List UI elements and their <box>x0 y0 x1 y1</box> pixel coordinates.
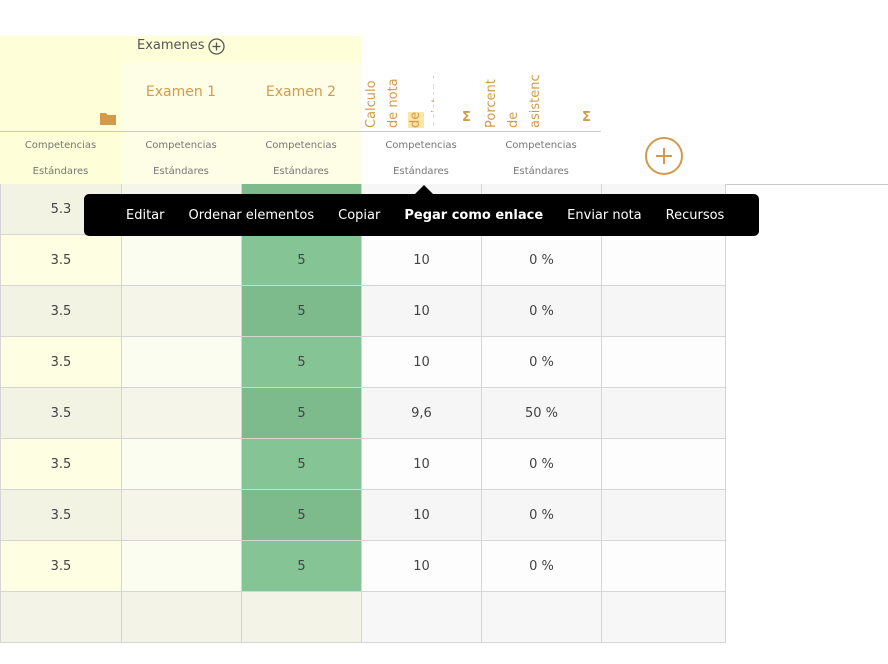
grade-cell-examen-1[interactable] <box>121 490 241 541</box>
competencias-label[interactable]: Competencias <box>385 140 457 151</box>
grade-cell-calculo-asistencia[interactable]: 9,6 <box>361 388 481 439</box>
grade-cell-calculo-asistencia[interactable]: 10 <box>361 286 481 337</box>
competencias-label[interactable]: Competencias <box>145 140 217 151</box>
column-header-calculo-asistencia[interactable]: Calculo de nota de asistenc <box>364 66 434 128</box>
grade-cell-examen-2[interactable]: 5 <box>241 286 361 337</box>
grade-cell-examen-1[interactable] <box>121 337 241 388</box>
menu-item-editar[interactable]: Editar <box>126 207 165 223</box>
grade-cell-calculo-asistencia[interactable]: 10 <box>361 337 481 388</box>
sigma-icon[interactable]: Σ <box>462 110 471 125</box>
vertical-label-line: de nota <box>386 78 401 128</box>
footer-cell[interactable] <box>481 592 601 643</box>
grade-cell-empty[interactable] <box>601 235 726 286</box>
grade-cell-porcentaje-asistencia[interactable]: 50 % <box>481 388 601 439</box>
grade-cell-examen-1[interactable] <box>121 235 241 286</box>
grade-cell-porcentaje-asistencia[interactable]: 0 % <box>481 490 601 541</box>
table-row: 3.5 5 10 0 % <box>0 541 726 592</box>
add-column-button[interactable] <box>645 137 683 175</box>
table-row: 3.5 5 10 0 % <box>0 235 726 286</box>
vertical-label-line: Calculo <box>364 80 379 128</box>
menu-item-pegar-como-enlace[interactable]: Pegar como enlace <box>404 207 544 223</box>
menu-item-enviar-nota[interactable]: Enviar nota <box>567 207 642 223</box>
grade-cell-porcentaje-asistencia[interactable]: 0 % <box>481 235 601 286</box>
menu-item-recursos[interactable]: Recursos <box>665 207 725 223</box>
vertical-label-line: asistenc <box>528 74 543 128</box>
grade-cell-examen-2[interactable]: 5 <box>241 235 361 286</box>
grade-cell-empty[interactable] <box>601 439 726 490</box>
grade-cell-examen-2[interactable]: 5 <box>241 388 361 439</box>
subheader-student <box>0 132 121 184</box>
footer-cell[interactable] <box>121 592 241 643</box>
table-row: 3.5 5 10 0 % <box>0 337 726 388</box>
table-row: 3.5 5 10 0 % <box>0 286 726 337</box>
menu-item-copiar[interactable]: Copiar <box>338 207 381 223</box>
grade-cell-examen-1[interactable] <box>121 388 241 439</box>
context-menu: Editar Ordenar elementos Copiar Pegar co… <box>84 185 759 236</box>
grade-cell-examen-2[interactable]: 5 <box>241 439 361 490</box>
grade-cell-calculo-asistencia[interactable]: 10 <box>361 235 481 286</box>
competencias-label[interactable]: Competencias <box>265 140 337 151</box>
sigma-icon[interactable]: Σ <box>582 110 591 125</box>
grade-cell-empty[interactable] <box>601 337 726 388</box>
vertical-label-line: de <box>408 111 424 128</box>
column-header-examen-2[interactable]: Examen 2 <box>265 84 337 100</box>
grade-cell-empty[interactable] <box>601 388 726 439</box>
header-divider <box>0 131 601 132</box>
grade-cell-final[interactable]: 3.5 <box>0 235 121 286</box>
vertical-label-line: de <box>506 111 521 128</box>
grade-cell-examen-2[interactable]: 5 <box>241 490 361 541</box>
column-header-examen-1[interactable]: Examen 1 <box>145 84 217 100</box>
column-header-porcentaje-asistencia[interactable]: Porcent de asistenc <box>484 66 544 128</box>
exam-group-band <box>0 36 361 62</box>
competencias-label[interactable]: Competencias <box>505 140 577 151</box>
footer-cell[interactable] <box>0 592 121 643</box>
menu-item-ordenar-elementos[interactable]: Ordenar elementos <box>188 207 315 223</box>
estandares-label[interactable]: Estándares <box>153 166 209 177</box>
grade-cell-examen-2[interactable]: 5 <box>241 337 361 388</box>
header-exams-area <box>121 62 361 132</box>
table-footer-row <box>0 592 726 643</box>
grade-cell-porcentaje-asistencia[interactable]: 0 % <box>481 286 601 337</box>
estandares-label[interactable]: Estándares <box>273 166 329 177</box>
footer-cell[interactable] <box>601 592 726 643</box>
folder-icon[interactable] <box>100 112 116 125</box>
grade-cell-calculo-asistencia[interactable]: 10 <box>361 490 481 541</box>
plus-circle-icon[interactable] <box>208 38 225 55</box>
table-row: 3.5 5 10 0 % <box>0 439 726 490</box>
table-row: 3.5 5 9,6 50 % <box>0 388 726 439</box>
grades-grid: 5.3 3.5 5 10 0 % 3.5 5 10 0 % 3.5 5 10 0 % 3.5 5 9,6 50 … <box>0 184 726 643</box>
grade-cell-final[interactable]: 3.5 <box>0 439 121 490</box>
grade-cell-empty[interactable] <box>601 286 726 337</box>
estandares-label[interactable]: Estándares <box>32 166 89 177</box>
subheader-exams <box>121 132 361 184</box>
grade-cell-final[interactable]: 3.5 <box>0 541 121 592</box>
grade-cell-final[interactable]: 3.5 <box>0 286 121 337</box>
grade-cell-final[interactable]: 3.5 <box>0 337 121 388</box>
grade-cell-porcentaje-asistencia[interactable]: 0 % <box>481 541 601 592</box>
grade-cell-examen-1[interactable] <box>121 286 241 337</box>
grade-cell-empty[interactable] <box>601 541 726 592</box>
grade-cell-final[interactable]: 3.5 <box>0 388 121 439</box>
vertical-label-line: Porcent <box>484 79 499 128</box>
grade-cell-porcentaje-asistencia[interactable]: 0 % <box>481 439 601 490</box>
grade-cell-empty[interactable] <box>601 490 726 541</box>
grade-cell-porcentaje-asistencia[interactable]: 0 % <box>481 337 601 388</box>
estandares-label[interactable]: Estándares <box>513 166 569 177</box>
grade-cell-calculo-asistencia[interactable]: 10 <box>361 439 481 490</box>
grade-cell-final[interactable]: 3.5 <box>0 490 121 541</box>
competencias-label[interactable]: Competencias <box>24 140 97 151</box>
grade-cell-examen-1[interactable] <box>121 541 241 592</box>
estandares-label[interactable]: Estándares <box>393 166 449 177</box>
table-row: 3.5 5 10 0 % <box>0 490 726 541</box>
vertical-label-line: asistenc <box>430 74 434 128</box>
grade-cell-examen-2[interactable]: 5 <box>241 541 361 592</box>
grade-cell-examen-1[interactable] <box>121 439 241 490</box>
footer-cell[interactable] <box>241 592 361 643</box>
group-title: Examenes <box>137 38 205 53</box>
footer-cell[interactable] <box>361 592 481 643</box>
grade-cell-calculo-asistencia[interactable]: 10 <box>361 541 481 592</box>
